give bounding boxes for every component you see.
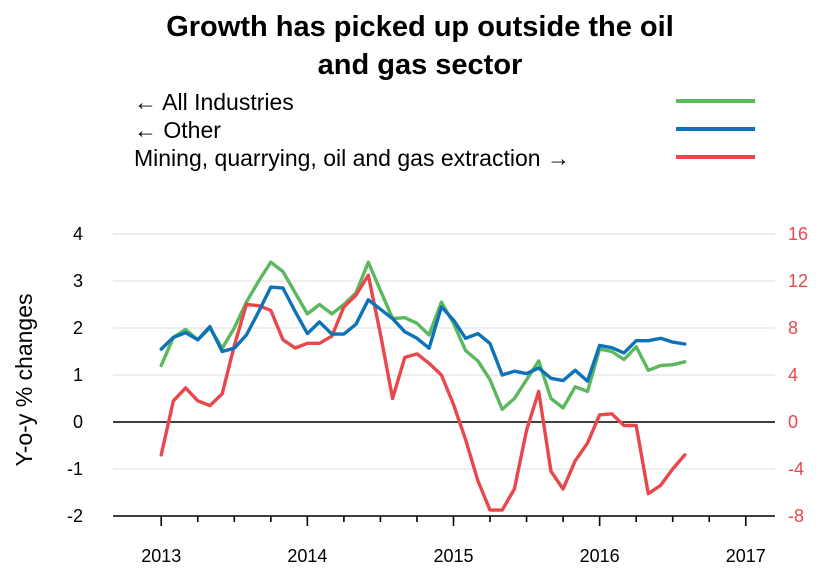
right-tick-label: 12	[788, 271, 808, 291]
right-tick-label: -4	[788, 459, 804, 479]
series-line-other	[159, 285, 687, 383]
legend-label-other: ← Other	[134, 117, 221, 143]
x-tick-label: 2017	[726, 546, 766, 566]
legend-label-mining: Mining, quarrying, oil and gas extractio…	[134, 145, 570, 171]
left-tick-label: 0	[73, 412, 83, 432]
x-tick-label: 2013	[141, 546, 181, 566]
chart-title: Growth has picked up outside the oil and…	[100, 8, 740, 84]
right-tick-label: 8	[788, 318, 798, 338]
right-tick-label: -8	[788, 506, 804, 526]
x-tick-label: 2014	[287, 546, 327, 566]
left-tick-label: 4	[73, 224, 83, 244]
x-tick-label: 2015	[433, 546, 473, 566]
left-tick-label: 2	[73, 318, 83, 338]
left-tick-label: -1	[67, 459, 83, 479]
left-tick-label: 3	[73, 271, 83, 291]
right-tick-label: 0	[788, 412, 798, 432]
series-line-mining-quarrying-oil-and-gas-extraction	[159, 273, 687, 512]
left-tick-label: 1	[73, 365, 83, 385]
right-tick-label: 16	[788, 224, 808, 244]
x-tick-label: 2016	[580, 546, 620, 566]
legend-label-all-industries: ← All Industries	[134, 89, 294, 115]
chart-title-line-2: and gas sector	[317, 49, 523, 81]
y-axis-label: Y-o-y % changes	[11, 293, 37, 466]
chart-title-line-1: Growth has picked up outside the oil	[166, 11, 674, 43]
left-tick-label: -2	[67, 506, 83, 526]
right-tick-label: 4	[788, 365, 798, 385]
series-line-all-industries	[159, 260, 687, 411]
